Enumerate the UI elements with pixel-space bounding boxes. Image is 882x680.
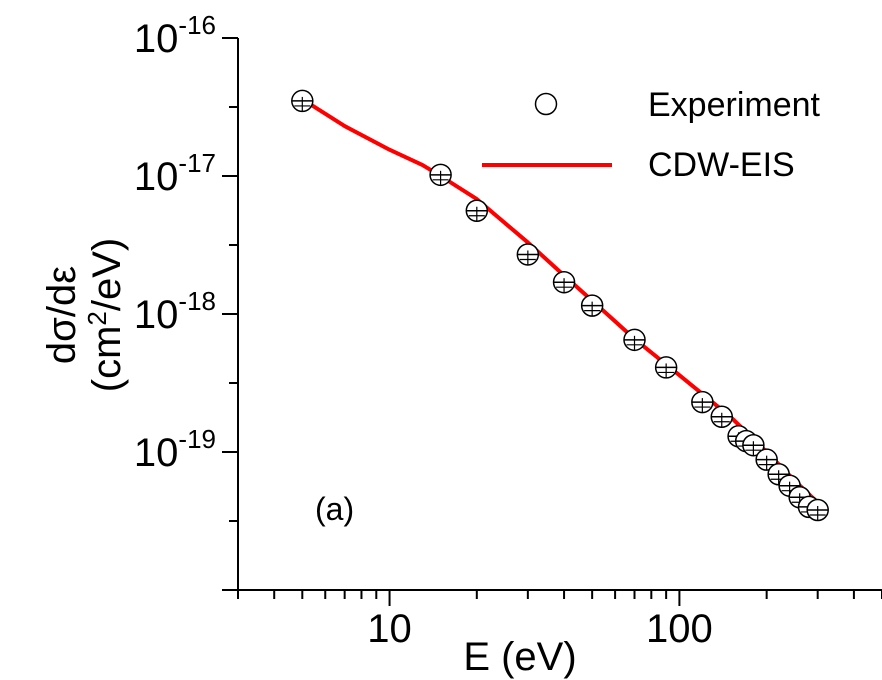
x-tick-label: 10 xyxy=(367,607,412,651)
series-experiment xyxy=(291,89,829,522)
legend-label-cdw-eis: CDW-EIS xyxy=(648,146,795,184)
y-tick-base: 10 xyxy=(134,293,179,337)
experiment-point xyxy=(691,390,714,414)
experiment-point xyxy=(710,405,734,429)
y-axis-title-line2: (cm2/eV) xyxy=(82,238,129,392)
x-axis-title: E (eV) xyxy=(463,635,576,679)
y-axis-title-line1: dσ/dε xyxy=(40,266,84,364)
y-tick-base: 10 xyxy=(134,155,179,199)
panel-annotation: (a) xyxy=(315,491,354,527)
experiment-point xyxy=(552,270,576,294)
y-tick-base: 10 xyxy=(134,17,179,61)
y-tick-base: 10 xyxy=(134,431,179,475)
experiment-point xyxy=(742,433,765,457)
y-tick-exponent: -18 xyxy=(178,286,216,316)
y-tick-exponent: -17 xyxy=(178,148,216,178)
y-axis-title-unit-pre: (cm xyxy=(85,326,129,393)
y-axis-title-unit-post: /eV) xyxy=(85,238,129,311)
experiment-point xyxy=(429,163,452,187)
y-tick-label: 10-16 xyxy=(134,10,216,61)
experiment-point xyxy=(465,199,489,223)
y-axis-title-unit-sup: 2 xyxy=(82,311,112,325)
y-tick-label: 10-19 xyxy=(134,424,216,475)
legend-label-experiment: Experiment xyxy=(648,86,821,124)
y-tick-label: 10-18 xyxy=(134,286,216,337)
experiment-point xyxy=(516,243,540,266)
experiment-point xyxy=(755,448,778,471)
y-tick-exponent: -19 xyxy=(178,424,216,454)
legend: Experiment CDW-EIS xyxy=(482,86,821,184)
y-tick-label: 10-17 xyxy=(134,148,216,199)
experiment-point xyxy=(806,498,829,522)
legend-marker-experiment xyxy=(534,92,558,116)
experiment-point xyxy=(623,328,646,352)
experiment-point xyxy=(580,294,604,317)
experiment-point xyxy=(654,356,678,379)
x-tick-label: 100 xyxy=(646,607,713,651)
y-tick-exponent: -16 xyxy=(178,10,216,40)
experiment-point xyxy=(291,89,314,113)
